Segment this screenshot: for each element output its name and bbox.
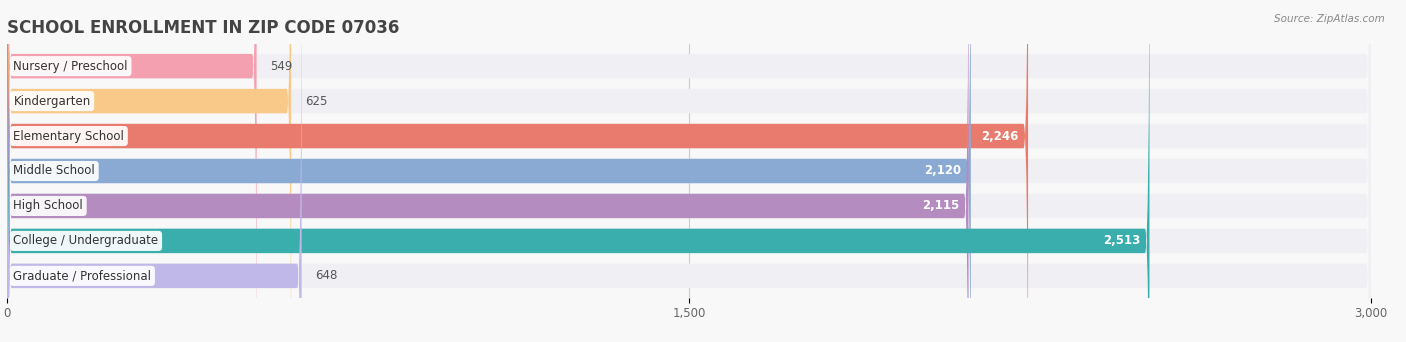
Text: 648: 648: [315, 269, 337, 282]
FancyBboxPatch shape: [7, 0, 1371, 342]
FancyBboxPatch shape: [7, 0, 291, 342]
FancyBboxPatch shape: [7, 0, 1150, 342]
FancyBboxPatch shape: [7, 0, 1371, 342]
FancyBboxPatch shape: [7, 0, 1371, 342]
Text: Nursery / Preschool: Nursery / Preschool: [14, 60, 128, 73]
FancyBboxPatch shape: [7, 0, 1371, 342]
Text: 549: 549: [270, 60, 292, 73]
Text: 2,513: 2,513: [1104, 234, 1140, 247]
Text: Source: ZipAtlas.com: Source: ZipAtlas.com: [1274, 14, 1385, 24]
Text: Graduate / Professional: Graduate / Professional: [14, 269, 152, 282]
Text: 625: 625: [305, 95, 328, 108]
Text: High School: High School: [14, 199, 83, 212]
Text: Kindergarten: Kindergarten: [14, 95, 90, 108]
Text: 2,115: 2,115: [922, 199, 959, 212]
FancyBboxPatch shape: [7, 0, 1028, 342]
Text: SCHOOL ENROLLMENT IN ZIP CODE 07036: SCHOOL ENROLLMENT IN ZIP CODE 07036: [7, 19, 399, 37]
FancyBboxPatch shape: [7, 0, 970, 342]
FancyBboxPatch shape: [7, 0, 1371, 342]
Text: 2,246: 2,246: [981, 130, 1019, 143]
Text: Middle School: Middle School: [14, 165, 96, 177]
FancyBboxPatch shape: [7, 0, 302, 342]
Text: 2,120: 2,120: [925, 165, 962, 177]
FancyBboxPatch shape: [7, 0, 969, 342]
Text: College / Undergraduate: College / Undergraduate: [14, 234, 159, 247]
FancyBboxPatch shape: [7, 0, 257, 342]
FancyBboxPatch shape: [7, 0, 1371, 342]
Text: Elementary School: Elementary School: [14, 130, 124, 143]
FancyBboxPatch shape: [7, 0, 1371, 342]
